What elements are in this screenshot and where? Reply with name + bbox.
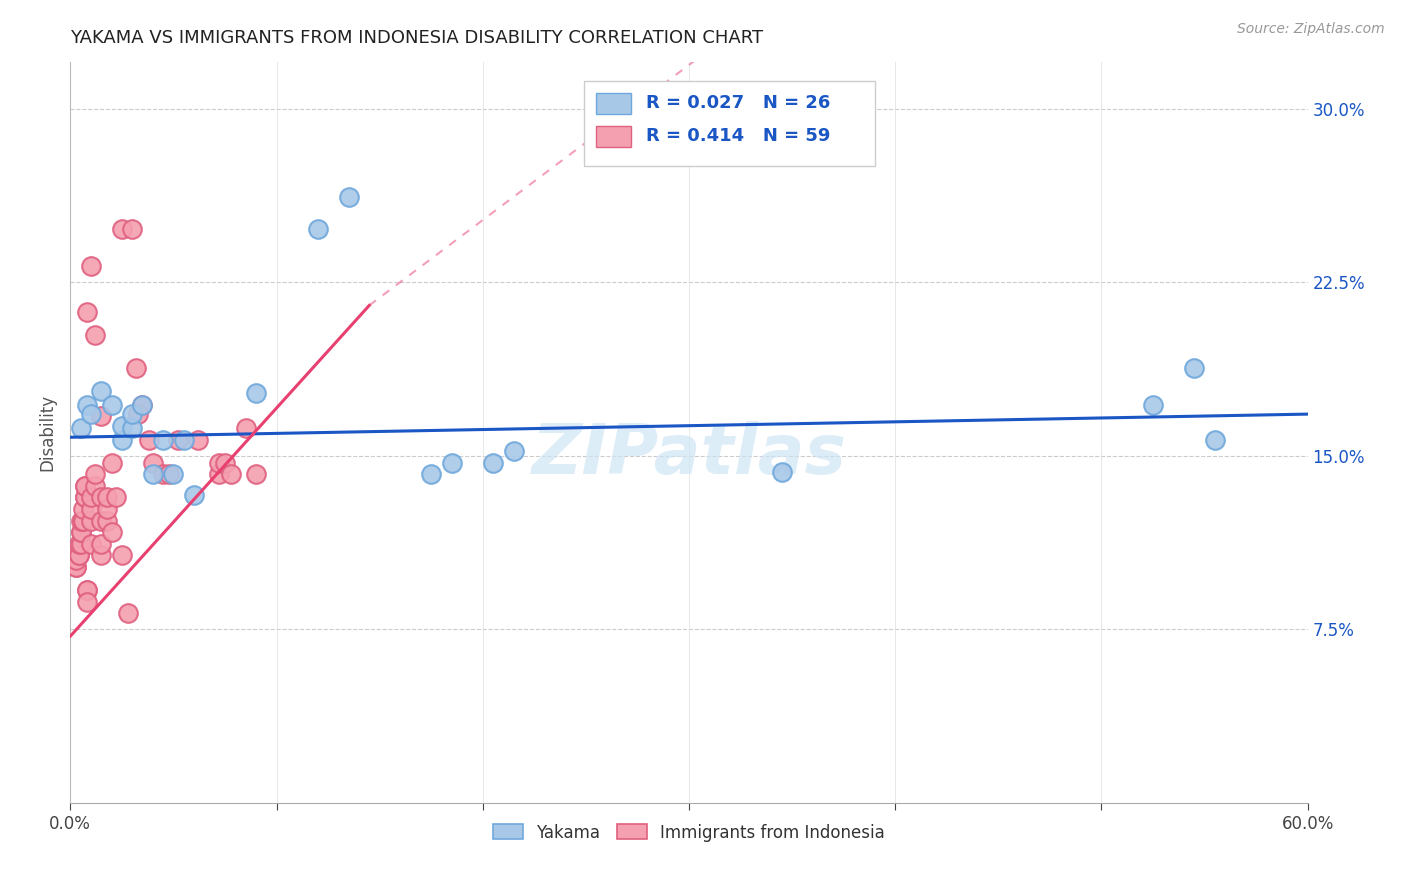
Text: R = 0.027   N = 26: R = 0.027 N = 26 [645, 95, 830, 112]
Text: ZIPatlas: ZIPatlas [531, 421, 846, 488]
Point [72, 514, 94, 528]
Point [502, 444, 524, 458]
Point [73, 491, 96, 505]
Point [69, 421, 91, 435]
Point [73, 479, 96, 493]
Point [65, 553, 87, 567]
Point [1204, 433, 1226, 447]
Point [90, 409, 112, 424]
Point [121, 421, 143, 435]
Point [76, 582, 98, 597]
Text: R = 0.414   N = 59: R = 0.414 N = 59 [645, 128, 830, 145]
Point [770, 465, 793, 479]
Point [245, 386, 267, 401]
Point [111, 433, 134, 447]
FancyBboxPatch shape [596, 93, 631, 113]
Point [121, 407, 143, 421]
Point [90, 536, 112, 550]
Point [104, 491, 127, 505]
Point [80, 514, 103, 528]
Point [80, 536, 103, 550]
Point [84, 467, 107, 482]
Point [72, 514, 94, 528]
Point [307, 222, 329, 236]
Point [245, 467, 267, 482]
Point [100, 456, 122, 470]
Point [67, 548, 90, 562]
Point [482, 456, 505, 470]
Point [84, 328, 107, 343]
Point [100, 398, 122, 412]
Point [80, 491, 103, 505]
Point [76, 305, 98, 319]
Point [69, 514, 91, 528]
Text: Source: ZipAtlas.com: Source: ZipAtlas.com [1237, 22, 1385, 37]
Y-axis label: Disability: Disability [38, 394, 56, 471]
Point [65, 559, 87, 574]
Point [69, 536, 91, 550]
Point [1142, 398, 1164, 412]
Point [183, 488, 205, 502]
FancyBboxPatch shape [596, 126, 631, 147]
Point [157, 467, 180, 482]
Point [111, 548, 134, 562]
Point [80, 407, 103, 421]
Point [67, 548, 90, 562]
Point [90, 491, 112, 505]
Point [152, 467, 174, 482]
Point [73, 479, 96, 493]
Point [117, 606, 139, 620]
Point [1182, 360, 1205, 375]
Point [152, 433, 174, 447]
Point [214, 456, 236, 470]
Legend: Yakama, Immigrants from Indonesia: Yakama, Immigrants from Indonesia [485, 815, 893, 850]
Point [76, 582, 98, 597]
Point [80, 502, 103, 516]
Point [131, 398, 153, 412]
Text: YAKAMA VS IMMIGRANTS FROM INDONESIA DISABILITY CORRELATION CHART: YAKAMA VS IMMIGRANTS FROM INDONESIA DISA… [70, 29, 763, 47]
Point [84, 479, 107, 493]
Point [69, 525, 91, 540]
Point [96, 514, 118, 528]
Point [219, 467, 242, 482]
Point [337, 189, 360, 203]
Point [235, 421, 257, 435]
Point [111, 222, 134, 236]
Point [166, 433, 188, 447]
Point [208, 456, 231, 470]
Point [138, 433, 160, 447]
Point [208, 467, 231, 482]
Point [90, 548, 112, 562]
Point [90, 384, 112, 398]
Point [111, 418, 134, 433]
Point [440, 456, 463, 470]
Point [72, 502, 94, 516]
Point [73, 491, 96, 505]
Point [90, 514, 112, 528]
Point [173, 433, 195, 447]
Point [125, 360, 148, 375]
Point [420, 467, 443, 482]
Point [69, 525, 91, 540]
Point [80, 259, 103, 273]
Point [76, 398, 98, 412]
Point [96, 502, 118, 516]
Point [127, 407, 149, 421]
Point [131, 398, 153, 412]
Point [76, 594, 98, 608]
Point [96, 491, 118, 505]
Point [121, 222, 143, 236]
Point [162, 467, 184, 482]
Point [187, 433, 209, 447]
Point [100, 525, 122, 540]
Point [65, 559, 87, 574]
FancyBboxPatch shape [583, 81, 875, 166]
Point [142, 456, 165, 470]
Point [142, 467, 165, 482]
Point [67, 536, 90, 550]
